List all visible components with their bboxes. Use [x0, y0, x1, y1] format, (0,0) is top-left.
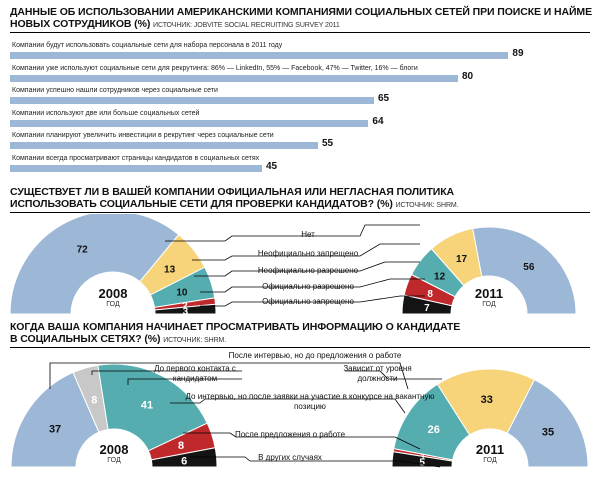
slice-value-label: 2: [182, 301, 188, 312]
section3-title-line2: В СОЦИАЛЬНЫХ СЕТЯХ? (%) ИСТОЧНИК: SHRM.: [10, 333, 227, 345]
section2-title-line1: СУЩЕСТВУЕТ ЛИ В ВАШЕЙ КОМПАНИИ ОФИЦИАЛЬН…: [10, 186, 455, 198]
section1-source: ИСТОЧНИК: JOBVITE SOCIAL RECRUITING SURV…: [153, 22, 340, 29]
year-sub: ГОД: [483, 457, 497, 464]
section3-source: ИСТОЧНИК: SHRM.: [163, 337, 227, 344]
leader-line: [170, 398, 406, 414]
slice-value-label: 26: [428, 424, 440, 436]
section1-title-line1: ДАННЫЕ ОБ ИСПОЛЬЗОВАНИИ АМЕРИКАНСКИМИ КО…: [10, 6, 592, 18]
bar-label: Компании используют две или больше социа…: [12, 109, 200, 117]
bar-label: Компании успешно нашли сотрудников через…: [12, 87, 218, 94]
section3-title: КОГДА ВАША КОМПАНИЯ НАЧИНАЕТ ПРОСМАТРИВА…: [10, 321, 460, 347]
section2-title: СУЩЕСТВУЕТ ЛИ В ВАШЕЙ КОМПАНИИ ОФИЦИАЛЬН…: [10, 186, 459, 212]
divider: [10, 32, 590, 33]
bar: [10, 142, 318, 149]
bar-label: Компании планируют увеличить инвестиции …: [12, 132, 274, 139]
donut-slice: [506, 379, 589, 468]
divider: [10, 347, 590, 348]
donut-slice: [10, 371, 100, 468]
year-2011-timing: 2011: [475, 442, 505, 457]
slice-value-label: 8: [91, 394, 97, 406]
bar-label: Компании будут использовать социальные с…: [12, 42, 283, 49]
leader-line: [183, 432, 421, 450]
bar: [10, 52, 509, 59]
section3-title-line1: КОГДА ВАША КОМПАНИЯ НАЧИНАЕТ ПРОСМАТРИВА…: [10, 321, 461, 333]
leader-line: [345, 370, 442, 380]
slice-value-label: 10: [176, 288, 188, 299]
donut-slice: [154, 303, 217, 315]
bar-value-label: 65: [378, 93, 390, 104]
divider: [10, 212, 590, 213]
donut-slice: [150, 447, 218, 468]
legend-item: Неофициально разрешено: [257, 266, 359, 275]
legend-item: Нет: [301, 230, 315, 239]
bar: [10, 97, 374, 104]
bar: [10, 74, 458, 82]
slice-value-label: 56: [523, 262, 535, 273]
slice-value-label: 12: [434, 272, 446, 283]
slice-value-label: 1: [421, 452, 426, 461]
slice-value-label: 7: [424, 303, 430, 314]
donut-charts-timing: 37 8 41 8 6 51 26 33 35: [10, 362, 589, 469]
slice-value-label: 72: [77, 244, 89, 255]
year-2008-timing: 2008: [99, 442, 129, 457]
leader-line: [91, 370, 242, 375]
year-sub: ГОД: [106, 301, 120, 308]
leader-line: [200, 295, 425, 307]
slice-value-label: 37: [49, 423, 61, 435]
bar: [10, 164, 262, 172]
section2-title-line2: ИСПОЛЬЗОВАТЬ СОЦИАЛЬНЫЕ СЕТИ ДЛЯ ПРОВЕРК…: [10, 198, 459, 210]
slice-value-label: 8: [427, 289, 433, 300]
slice-value-label: 5: [419, 458, 425, 469]
slice-value-label: 3: [183, 307, 189, 316]
leader-line: [192, 243, 420, 261]
donut-slice: [9, 214, 180, 315]
legend-item: До интервью, но после заявки на участие …: [185, 392, 435, 411]
year-2008-policy: 2008: [98, 286, 128, 301]
legend-item: Официально запрещено: [262, 297, 354, 306]
section2-source: ИСТОЧНИК: SHRM.: [395, 202, 459, 209]
slice-value-label: 8: [178, 440, 184, 452]
section1-title-line2: НОВЫХ СОТРУДНИКОВ (%) ИСТОЧНИК: JOBVITE …: [10, 18, 340, 30]
slice-value-label: 35: [542, 426, 554, 438]
legend-item: После предложения о работе: [234, 430, 346, 439]
legend-item: Зависит от уровня должности: [343, 364, 412, 383]
slice-value-label: 41: [141, 400, 153, 412]
donut-slice: [97, 363, 208, 452]
section1-title: ДАННЫЕ ОБ ИСПОЛЬЗОВАНИИ АМЕРИКАНСКИМИ КО…: [10, 6, 592, 32]
legend-item: Неофициально запрещено: [257, 249, 359, 258]
bar-value-label: 55: [322, 138, 334, 149]
legend-item: До первого контакта с кандидатом: [154, 364, 236, 383]
leader-line: [165, 224, 420, 242]
year-sub: ГОД: [107, 457, 121, 464]
leader-line: [194, 261, 420, 277]
leader-line: [200, 278, 425, 293]
bar-label: Компании всегда просматривают страницы к…: [12, 154, 260, 162]
legend-item: После интервью, но до предложения о рабо…: [228, 351, 402, 360]
slice-value-label: 13: [164, 265, 176, 276]
leader-line: [127, 378, 242, 385]
year-sub: ГОД: [482, 301, 496, 308]
slice-value-label: 17: [456, 254, 468, 265]
leader-line: [49, 362, 409, 390]
year-2011-policy: 2011: [474, 286, 504, 301]
donut-slice: [436, 368, 536, 436]
leader-line: [190, 456, 441, 468]
bar-value-label: 64: [372, 115, 384, 127]
donut-charts-policy: 72 13 10 23 7 812 17 56: [9, 214, 577, 316]
donut-slice: [472, 226, 577, 315]
bar-label: Компании уже используют социальные сети …: [12, 64, 418, 72]
slice-value-label: 33: [481, 394, 493, 406]
legend-item: Официально разрешено: [262, 282, 354, 291]
bar: [10, 119, 369, 127]
slice-value-label: 6: [181, 455, 187, 467]
bar-value-label: 89: [512, 48, 524, 59]
bar-value-label: 80: [462, 70, 474, 82]
legend-item: В других случаях: [258, 453, 322, 462]
bar-value-label: 45: [266, 160, 278, 172]
